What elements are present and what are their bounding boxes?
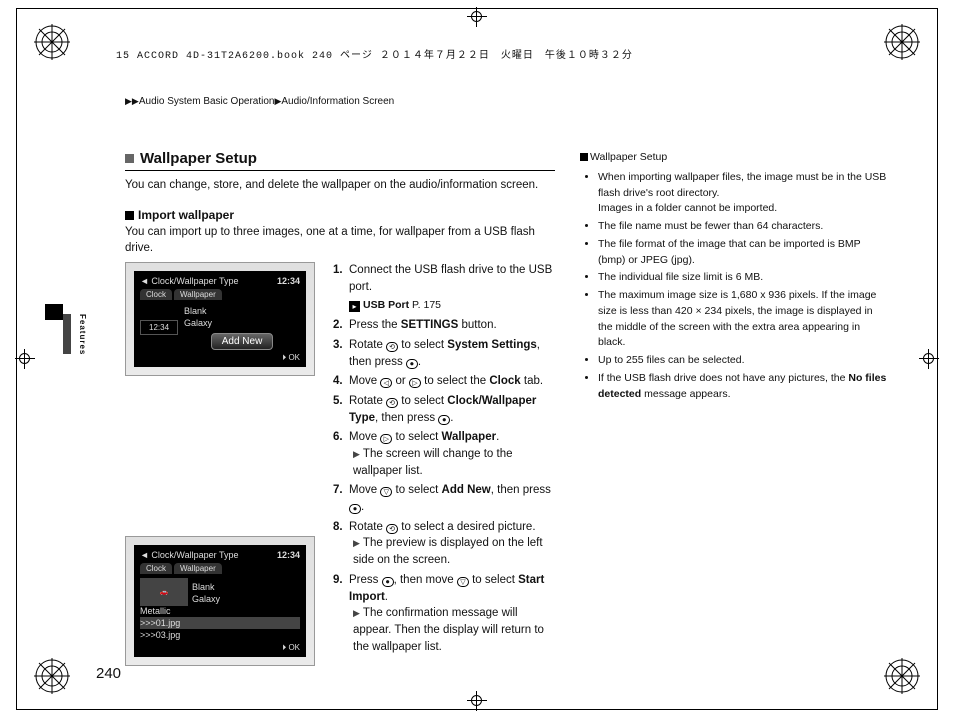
subheading-text: Import wallpaper <box>138 208 234 222</box>
step-number: 1. <box>333 262 349 295</box>
sidebar-item: The file name must be fewer than 64 char… <box>598 219 890 235</box>
step-number: 5. <box>333 393 349 426</box>
sub-arrow-icon: ▶ <box>353 608 360 618</box>
step-text: Move ▷ to select Wallpaper.▶The screen w… <box>349 429 555 479</box>
xref-label: USB Port <box>363 299 409 311</box>
step-text: Rotate ⟲ to select System Settings, then… <box>349 337 555 370</box>
cross-reference: ▸USB Port P. 175 <box>349 298 555 313</box>
step-text: Rotate ⟲ to select Clock/Wallpaper Type,… <box>349 393 555 426</box>
screenshot-1: ◄ Clock/Wallpaper Type 12:34 ClockWallpap… <box>125 262 315 376</box>
subheading-intro: You can import up to three images, one a… <box>125 224 555 256</box>
registration-mark-bl <box>34 658 70 694</box>
registration-mark-tr <box>884 24 920 60</box>
step-text: Press the SETTINGS button. <box>349 317 555 334</box>
step-number: 4. <box>333 373 349 390</box>
shot2-tab-clock: Clock <box>140 563 172 574</box>
shot1-tab-clock: Clock <box>140 289 172 300</box>
shot1-time-small: 12:34 <box>140 320 178 335</box>
features-label: Features <box>78 314 87 355</box>
section-title: Wallpaper Setup <box>140 150 257 167</box>
main-column: Wallpaper Setup You can change, store, a… <box>125 150 555 676</box>
step-number: 8. <box>333 519 349 569</box>
press-icon: ⏺ <box>349 504 361 514</box>
steps-column: 1.Connect the USB flash drive to the USB… <box>333 262 555 655</box>
shot1-title: ◄ Clock/Wallpaper Type <box>140 276 238 286</box>
sidebar-item: The file format of the image that can be… <box>598 237 890 269</box>
xref-icon: ▸ <box>349 301 360 312</box>
shot2-ok: ⏵ OK <box>140 643 300 653</box>
move-left-icon: ◁ <box>380 378 392 388</box>
shot2-title: ◄ Clock/Wallpaper Type <box>140 550 238 560</box>
shot1-ok: ⏵ OK <box>140 353 300 363</box>
sidebar-item: Up to 255 files can be selected. <box>598 353 890 369</box>
sub-arrow-icon: ▶ <box>353 538 360 548</box>
section-header: Wallpaper Setup <box>125 150 555 171</box>
breadcrumb-seg2: Audio/Information Screen <box>281 96 394 107</box>
features-tab <box>63 314 71 354</box>
step-text: Connect the USB flash drive to the USB p… <box>349 262 555 295</box>
move-down-icon: ▽ <box>457 577 469 587</box>
shot2-item-selected: >>>01.jpg <box>140 617 300 629</box>
crop-mark-top <box>467 7 487 27</box>
sidebar-column: Wallpaper Setup When importing wallpaper… <box>580 150 890 404</box>
xref-page: P. 175 <box>412 299 441 311</box>
step-number: 7. <box>333 482 349 515</box>
sidebar-item: If the USB flash drive does not have any… <box>598 371 890 403</box>
shot1-item: Blank <box>184 305 300 317</box>
breadcrumb: ▶▶Audio System Basic Operation▶Audio/Inf… <box>125 96 394 107</box>
section-intro: You can change, store, and delete the wa… <box>125 177 555 194</box>
move-right-icon: ▷ <box>409 378 421 388</box>
shot2-item: >>>03.jpg <box>140 629 300 641</box>
sidebar-title: Wallpaper Setup <box>580 150 890 166</box>
shot1-add-new-button: Add New <box>211 333 274 350</box>
step-text: Move ◁ or ▷ to select the Clock tab. <box>349 373 555 390</box>
shot1-item: Galaxy <box>184 317 300 329</box>
shot2-tab-wallpaper: Wallpaper <box>174 563 222 574</box>
sidebar-item: When importing wallpaper files, the imag… <box>598 170 890 217</box>
dial-icon: ⟲ <box>386 342 398 352</box>
sidebar-item: The individual file size limit is 6 MB. <box>598 270 890 286</box>
move-down-icon: ▽ <box>380 487 392 497</box>
step-text: Rotate ⟲ to select a desired picture.▶Th… <box>349 519 555 569</box>
shot1-tab-wallpaper: Wallpaper <box>174 289 222 300</box>
doc-header: 15 ACCORD 4D-31T2A6200.book 240 ページ ２０１４… <box>116 46 633 62</box>
breadcrumb-seg1: Audio System Basic Operation <box>139 96 275 107</box>
step-text: Press ⏺, then move ▽ to select Start Imp… <box>349 572 555 655</box>
page-number: 240 <box>96 665 121 682</box>
shot2-item: Metallic <box>140 605 300 617</box>
registration-mark-tl <box>34 24 70 60</box>
crop-mark-right <box>919 349 939 369</box>
screenshots-column: ◄ Clock/Wallpaper Type12:34 ClockWallpap… <box>125 262 315 676</box>
move-right-icon: ▷ <box>380 434 392 444</box>
sidebar-title-icon <box>580 153 588 161</box>
screenshot-2: ◄ Clock/Wallpaper Type 12:34 ClockWallpap… <box>125 536 315 666</box>
dial-icon: ⟲ <box>386 524 398 534</box>
registration-mark-br <box>884 658 920 694</box>
crop-mark-left <box>15 349 35 369</box>
shot1-time: 12:34 <box>277 276 300 286</box>
step-text: Move ▽ to select Add New, then press ⏺. <box>349 482 555 515</box>
step-number: 6. <box>333 429 349 479</box>
step-number: 3. <box>333 337 349 370</box>
breadcrumb-arrow-icon: ▶▶ <box>125 96 139 106</box>
crop-mark-bottom <box>467 691 487 711</box>
dial-icon: ⟲ <box>386 398 398 408</box>
sidebar-list: When importing wallpaper files, the imag… <box>580 170 890 403</box>
subheading: Import wallpaper <box>125 208 555 222</box>
sub-arrow-icon: ▶ <box>353 449 360 459</box>
section-bullet-icon <box>125 154 134 163</box>
sidebar-item: The maximum image size is 1,680 x 936 pi… <box>598 288 890 351</box>
press-icon: ⏺ <box>382 577 394 587</box>
shot2-time: 12:34 <box>277 550 300 560</box>
press-icon: ⏺ <box>406 359 418 369</box>
shot2-preview-thumb: 🚗 <box>140 578 188 606</box>
press-icon: ⏺ <box>438 415 450 425</box>
step-number: 2. <box>333 317 349 334</box>
step-number: 9. <box>333 572 349 655</box>
subheading-bullet-icon <box>125 211 134 220</box>
